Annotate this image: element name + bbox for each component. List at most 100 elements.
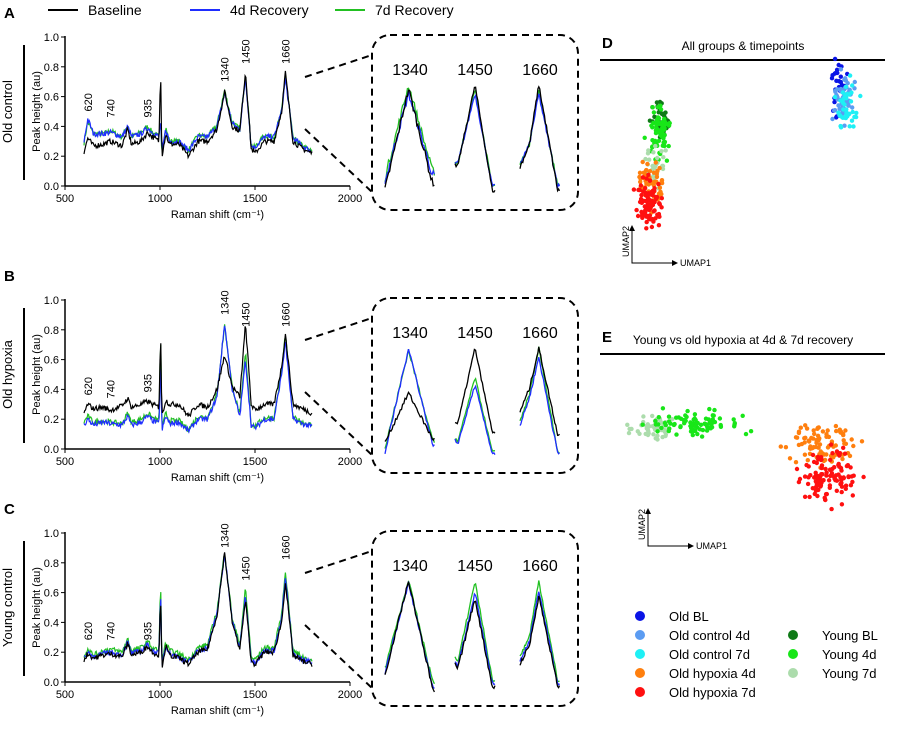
point-old-hypoxia-4d bbox=[804, 426, 810, 431]
inset-series-line bbox=[519, 591, 561, 686]
point-old-hypoxia-4d bbox=[812, 431, 817, 437]
point-old-hypoxia-7d bbox=[653, 194, 658, 200]
point-old-hypoxia-7d bbox=[639, 200, 644, 205]
panel-letter: C bbox=[4, 501, 15, 518]
point-old-hypoxia-7d bbox=[802, 474, 808, 479]
x-tick-label: 2000 bbox=[338, 456, 362, 468]
legend-dot bbox=[788, 630, 798, 640]
point-young-4d bbox=[718, 424, 724, 429]
scatter-points bbox=[625, 406, 866, 512]
legend-dot bbox=[635, 687, 645, 697]
point-old-hypoxia-7d bbox=[828, 473, 833, 479]
point-old-hypoxia-7d bbox=[839, 489, 844, 495]
point-old-hypoxia-4d bbox=[793, 460, 799, 465]
inset-series-line bbox=[519, 595, 561, 689]
point-young-4d bbox=[711, 413, 716, 418]
umap-axes bbox=[631, 229, 674, 264]
y-tick-label: 1.0 bbox=[44, 32, 59, 44]
point-old-hypoxia-7d bbox=[813, 488, 819, 493]
point-old-hypoxia-7d bbox=[807, 494, 812, 500]
point-old-hypoxia-7d bbox=[637, 187, 642, 193]
point-old-hypoxia-7d bbox=[834, 488, 839, 493]
series-line-baseline bbox=[83, 70, 313, 160]
y-axis-label: Peak height (au) bbox=[31, 334, 43, 415]
arrow-up-icon bbox=[645, 508, 651, 514]
point-young-4d bbox=[662, 420, 668, 426]
point-old-hypoxia-7d bbox=[846, 474, 851, 479]
inset-series-line bbox=[384, 89, 436, 184]
point-old-hypoxia-4d bbox=[641, 170, 646, 175]
x-tick-label: 1000 bbox=[148, 193, 172, 205]
inset-peak-label: 1660 bbox=[522, 62, 558, 79]
point-old-hypoxia-4d bbox=[833, 443, 838, 448]
y-tick-label: 0.8 bbox=[44, 325, 59, 337]
y-tick-label: 1.0 bbox=[44, 295, 59, 307]
x-tick-label: 1500 bbox=[243, 689, 267, 701]
peak-label: 620 bbox=[83, 377, 95, 395]
point-old-hypoxia-7d bbox=[823, 466, 828, 472]
point-old-hypoxia-4d bbox=[842, 441, 847, 446]
point-old-hypoxia-7d bbox=[829, 506, 834, 512]
point-young-4d bbox=[705, 425, 710, 431]
point-young-4d bbox=[692, 416, 697, 421]
point-young-4d bbox=[740, 413, 745, 418]
legend-dot bbox=[788, 668, 798, 678]
point-old-hypoxia-4d bbox=[783, 445, 789, 450]
point-old-hypoxia-7d bbox=[806, 464, 811, 469]
point-old-hypoxia-7d bbox=[821, 478, 826, 483]
point-young-7d bbox=[655, 437, 660, 442]
point-old-hypoxia-4d bbox=[794, 435, 800, 440]
point-young-4d bbox=[674, 432, 679, 437]
x-tick-label: 1500 bbox=[243, 193, 267, 205]
point-old-hypoxia-7d bbox=[828, 442, 834, 447]
scatter-legend-label: Old control 4d bbox=[669, 628, 750, 643]
inset-series-line bbox=[454, 384, 496, 455]
point-old-hypoxia-4d bbox=[809, 435, 814, 441]
point-old-control-4d bbox=[850, 105, 855, 110]
point-old-hypoxia-7d bbox=[649, 224, 655, 230]
point-old-hypoxia-4d bbox=[778, 444, 783, 449]
point-young-4d bbox=[685, 408, 690, 414]
point-old-hypoxia-4d bbox=[840, 456, 845, 462]
row-label: Old control bbox=[0, 80, 15, 143]
y-axis-label: Peak height (au) bbox=[31, 71, 43, 152]
point-young-4d bbox=[748, 429, 754, 434]
point-old-bl bbox=[830, 73, 835, 78]
x-axis-label: Raman shift (cm⁻¹) bbox=[171, 209, 264, 221]
point-old-hypoxia-7d bbox=[808, 473, 813, 478]
point-old-hypoxia-7d bbox=[651, 219, 656, 224]
point-young-7d bbox=[629, 426, 634, 432]
peak-label: 1340 bbox=[220, 523, 232, 547]
legend-dot bbox=[635, 649, 645, 659]
point-old-control-7d bbox=[851, 124, 856, 129]
point-old-control-4d bbox=[838, 67, 844, 72]
point-old-control-4d bbox=[842, 123, 847, 128]
legend-dot bbox=[635, 611, 645, 621]
point-young-4d bbox=[658, 107, 664, 112]
panel-letter: A bbox=[4, 5, 15, 22]
point-old-hypoxia-4d bbox=[817, 442, 823, 447]
point-young-4d bbox=[731, 417, 736, 422]
peak-label: 1660 bbox=[280, 39, 292, 63]
point-young-4d bbox=[656, 415, 661, 420]
panel-letter: D bbox=[602, 35, 613, 52]
point-old-hypoxia-7d bbox=[828, 467, 833, 472]
point-young-4d bbox=[654, 126, 660, 131]
point-young-4d bbox=[699, 434, 705, 439]
point-old-hypoxia-7d bbox=[814, 481, 819, 486]
inset-series-line bbox=[454, 377, 496, 452]
point-old-hypoxia-4d bbox=[811, 428, 816, 433]
arrow-up-icon bbox=[629, 225, 635, 231]
peak-label: 1660 bbox=[280, 535, 292, 559]
series-line-4d-recovery bbox=[83, 553, 313, 666]
point-young-4d bbox=[640, 422, 645, 427]
y-tick-label: 0.6 bbox=[44, 92, 59, 104]
point-old-hypoxia-7d bbox=[826, 478, 832, 483]
point-old-hypoxia-7d bbox=[642, 204, 647, 209]
point-young-4d bbox=[690, 432, 695, 438]
scatter-legend-label: Young 4d bbox=[822, 647, 876, 662]
point-old-hypoxia-7d bbox=[824, 491, 829, 497]
inset-series-line bbox=[519, 89, 560, 187]
point-young-4d bbox=[655, 429, 660, 434]
point-young-7d bbox=[645, 422, 650, 427]
